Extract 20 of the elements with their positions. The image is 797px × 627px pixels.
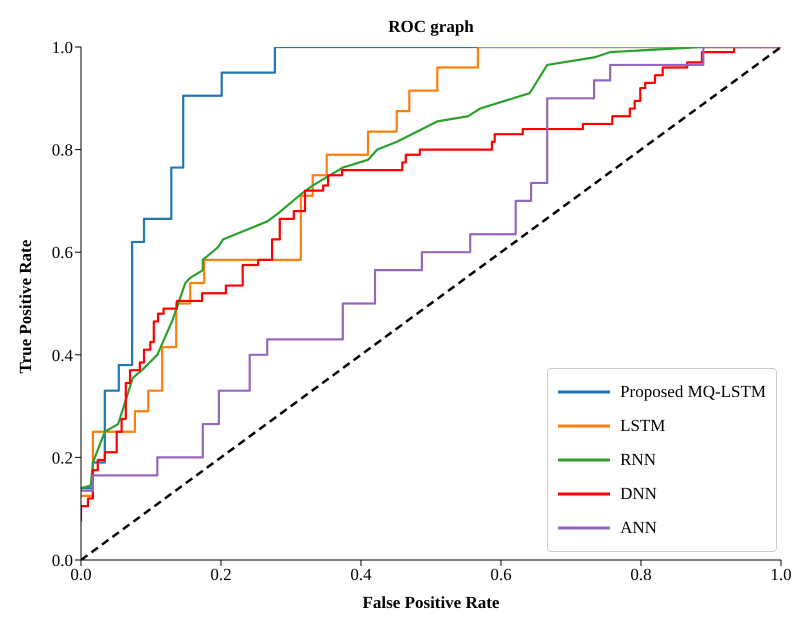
x-tick-label: 0.8 [630,565,652,584]
chart-title: ROC graph [387,17,475,37]
x-tick-label: 0.4 [350,565,372,584]
legend-label: Proposed MQ-LSTM [620,382,766,402]
legend-label: DNN [620,484,657,504]
x-tick-label: 0.0 [70,565,92,584]
x-tick-label: 0.6 [490,565,512,584]
y-tick-label: 1.0 [52,38,73,58]
y-axis-title: True Positive Rate [16,239,36,374]
y-tick-label: 0.0 [52,551,73,570]
legend-label: LSTM [620,416,666,436]
y-tick-label: 0.6 [52,243,73,262]
x-axis-title: False Positive Rate [362,593,500,612]
legend-label: RNN [620,450,656,470]
legend-label: ANN [620,518,657,538]
x-tick-label: 1.0 [770,565,792,584]
y-tick-label: 0.8 [52,140,73,160]
x-tick-label: 0.2 [210,565,232,584]
y-tick-label: 0.2 [52,448,73,468]
y-tick-label: 0.4 [52,346,74,365]
